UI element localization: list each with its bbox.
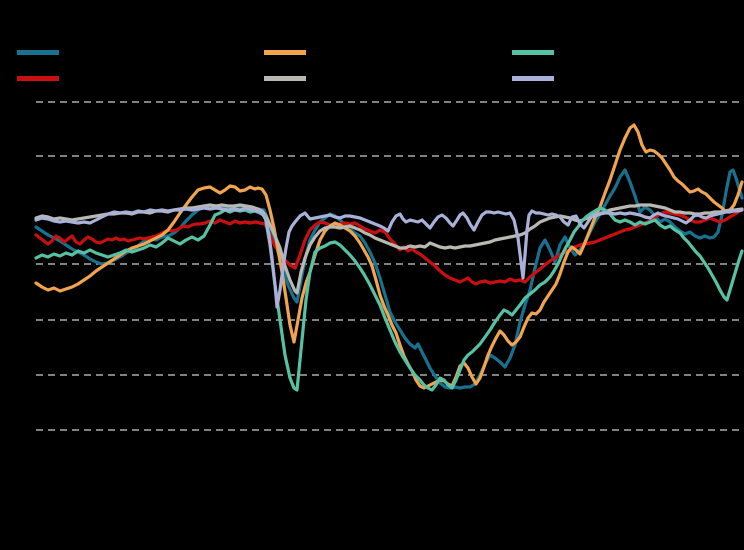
legend-item-4 <box>264 68 312 82</box>
legend-swatch-teal <box>17 50 59 55</box>
legend-item-5 <box>512 42 560 56</box>
series-orange-line <box>34 123 744 390</box>
legend-swatch-gray <box>264 76 306 81</box>
legend <box>0 0 744 90</box>
series-green-line <box>34 206 744 392</box>
series-red-line <box>34 208 744 286</box>
legend-swatch-orange <box>264 50 306 55</box>
legend-swatch-green <box>512 50 554 55</box>
legend-item-3 <box>264 42 312 56</box>
legend-item-6 <box>512 68 560 82</box>
legend-item-1 <box>17 42 65 56</box>
series-purple-line <box>34 206 744 309</box>
series-teal-line <box>34 168 744 390</box>
legend-swatch-red <box>17 76 59 81</box>
legend-item-2 <box>17 68 65 82</box>
legend-swatch-purple <box>512 76 554 81</box>
